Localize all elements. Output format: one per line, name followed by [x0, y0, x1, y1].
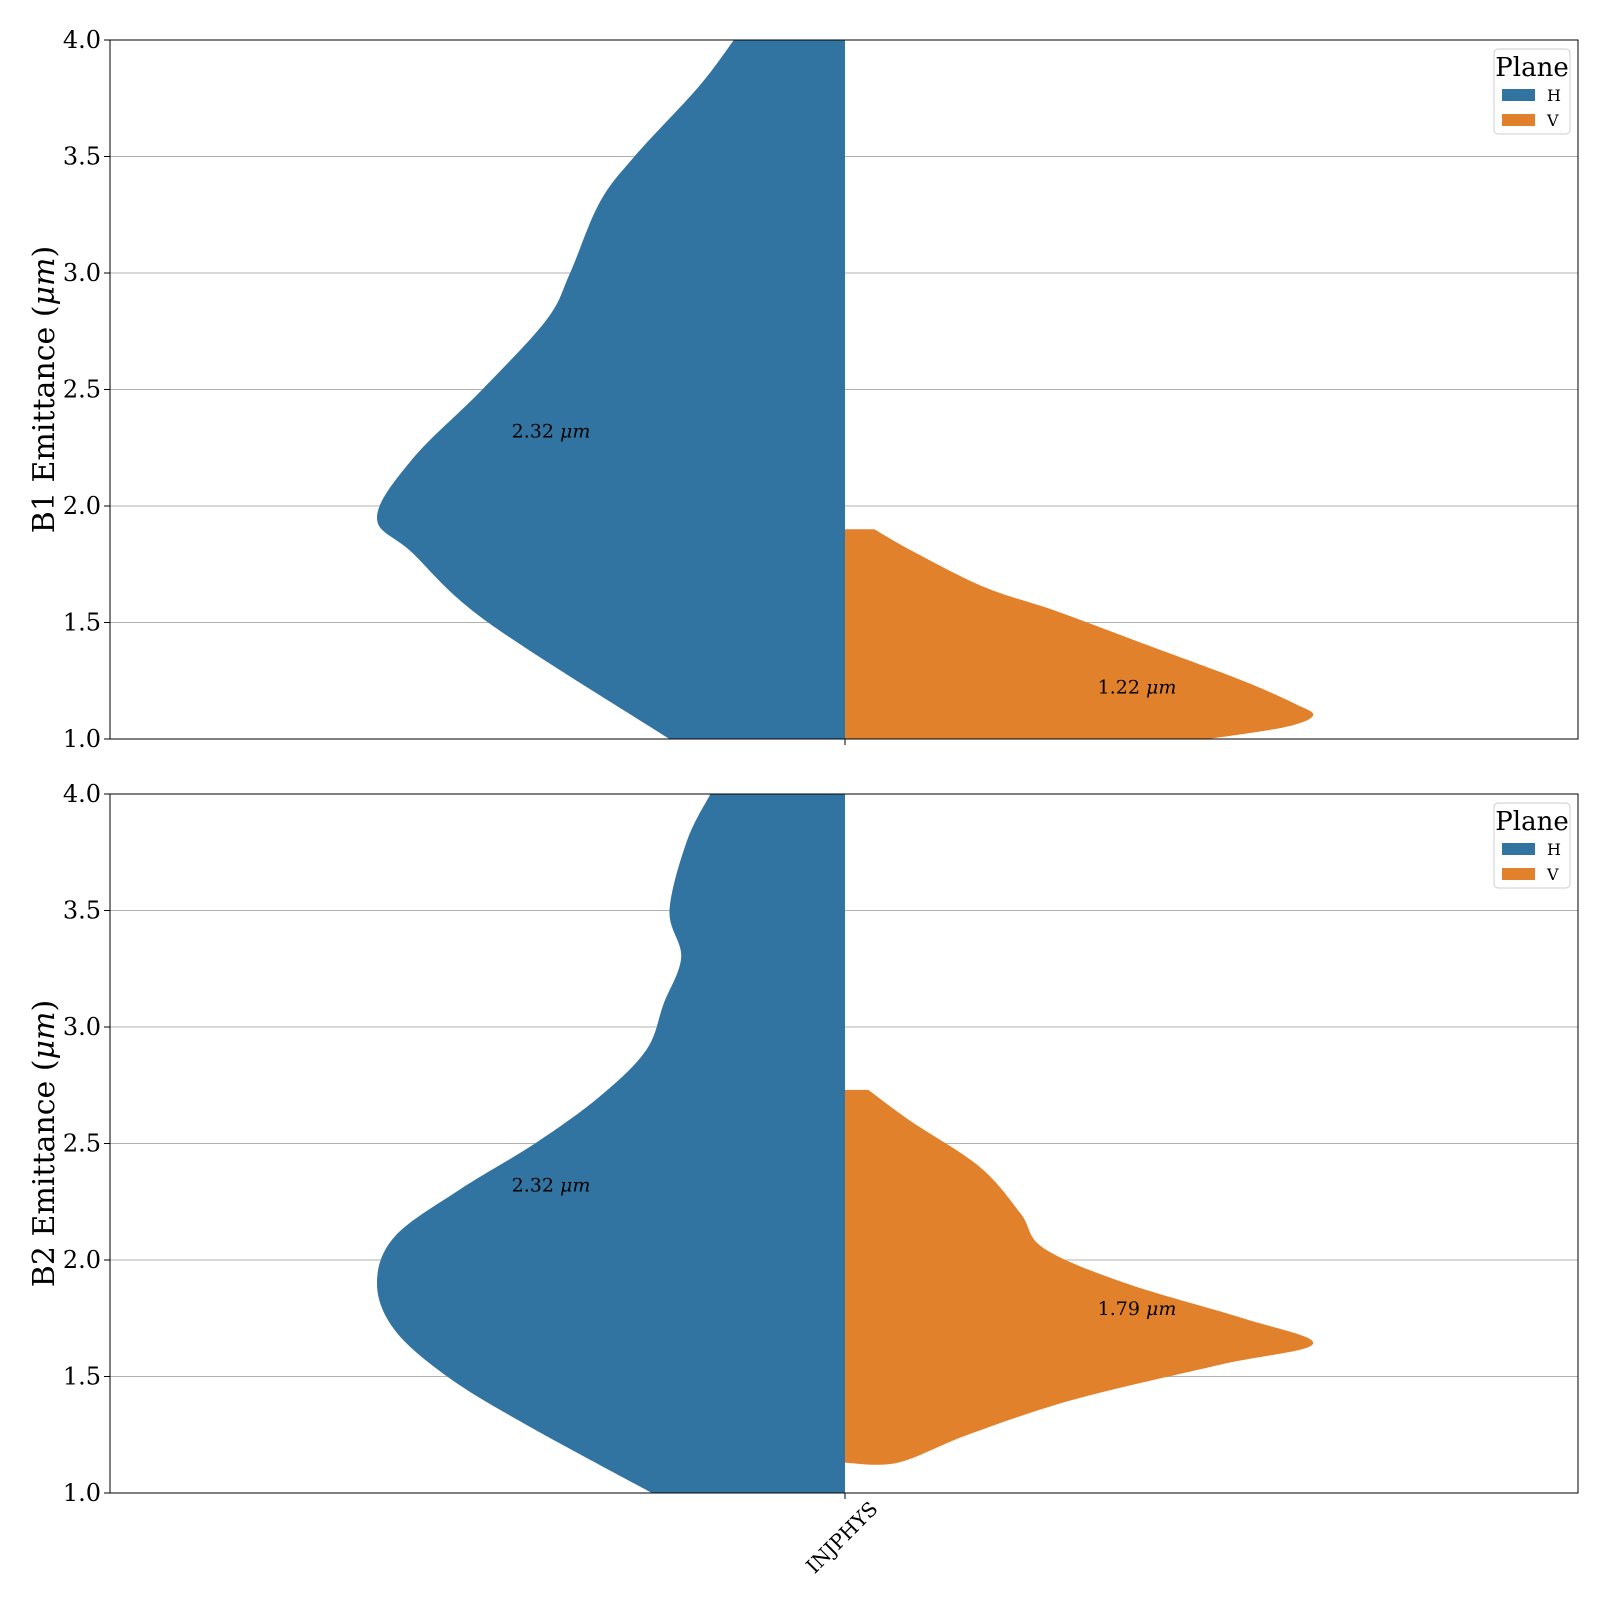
legend-title: Plane: [1495, 807, 1568, 837]
legend-swatch-h: [1502, 89, 1535, 101]
y-tick-label: 3.0: [63, 259, 101, 287]
panel-2: 2.32 μm 1.79 μm 1.0 1.5 2.0 2.5 3.0 3.5 4.0 B2 Em…: [27, 780, 1579, 1507]
panel-1: 2.32 μm 1.22 μm 1.0 1.5 2.0 2.5 3.0 3.5 4.0 B1 Em…: [27, 26, 1579, 753]
y-tick-label: 2.0: [63, 492, 101, 520]
y-tick-label: 1.0: [63, 1479, 101, 1507]
legend-swatch-h: [1502, 843, 1535, 855]
y-axis-label: B2 Emittance (μm): [27, 1000, 62, 1287]
annotation-v: 1.22 μm: [1098, 677, 1177, 699]
y-axis-label: B1 Emittance (μm): [27, 246, 62, 533]
y-tick-label: 4.0: [63, 26, 101, 54]
x-tick-label: INJPHYS: [801, 1497, 882, 1578]
y-tick-label: 1.5: [63, 609, 101, 637]
violins: [377, 794, 1314, 1493]
y-tick-label: 3.5: [63, 897, 101, 925]
annotation-h: 2.32 μm: [512, 1174, 591, 1196]
legend-label-h: H: [1547, 840, 1561, 859]
annotation-v: 1.79 μm: [1098, 1298, 1177, 1320]
y-tick-label: 2.0: [63, 1246, 101, 1274]
legend-swatch-v: [1502, 114, 1535, 126]
legend-label-v: V: [1546, 111, 1559, 130]
legend-swatch-v: [1502, 868, 1535, 880]
y-tick-label: 1.5: [63, 1363, 101, 1391]
violin-h: [377, 794, 845, 1493]
legend: Plane HV: [1493, 802, 1571, 889]
annotation-h: 2.32 μm: [512, 420, 591, 442]
legend-label-v: V: [1546, 865, 1559, 884]
legend-label-h: H: [1547, 86, 1561, 105]
violin-v: [845, 529, 1314, 739]
y-tick-label: 1.0: [63, 725, 101, 753]
y-tick-label: 2.5: [63, 376, 101, 404]
y-tick-label: 3.5: [63, 143, 101, 171]
y-tick-label: 4.0: [63, 780, 101, 808]
legend-title: Plane: [1495, 53, 1568, 83]
y-tick-label: 2.5: [63, 1130, 101, 1158]
violin-v: [845, 1089, 1314, 1465]
violins: [377, 40, 1314, 739]
legend: Plane HV: [1493, 48, 1571, 135]
violin-h: [377, 40, 845, 739]
y-tick-label: 3.0: [63, 1013, 101, 1041]
